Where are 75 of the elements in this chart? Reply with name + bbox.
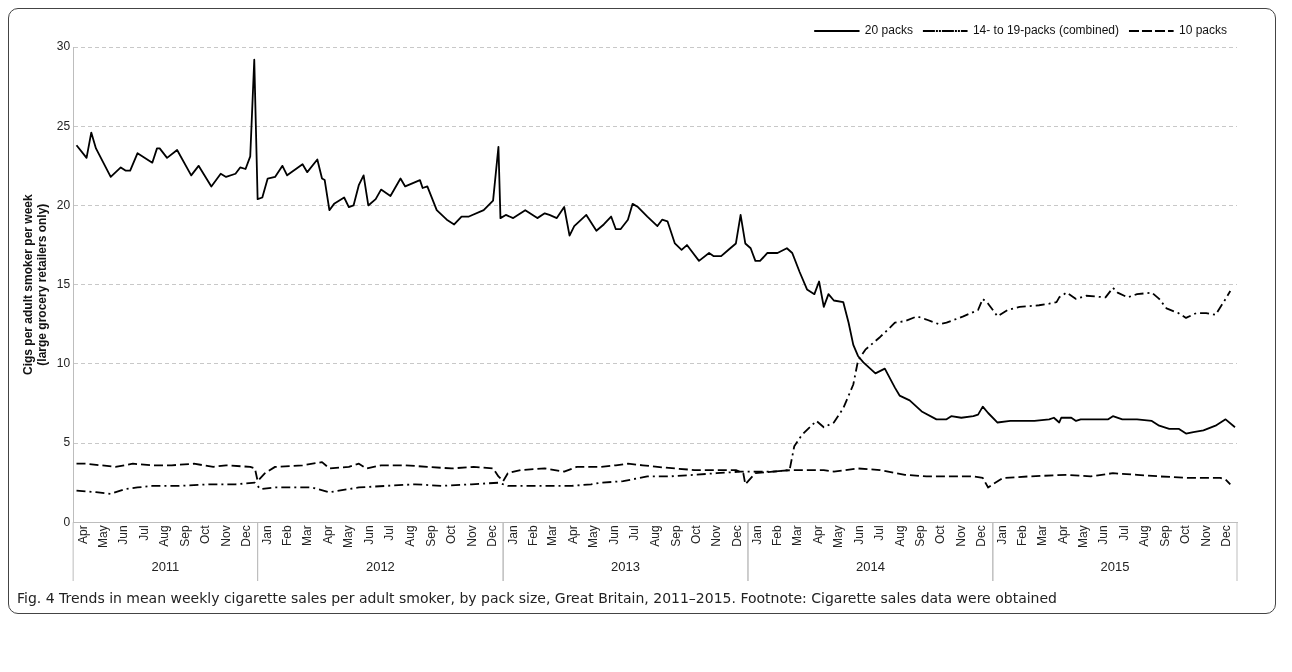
x-tick-label: Apr — [565, 525, 580, 545]
x-tick-label: Oct — [1178, 524, 1193, 544]
x-tick-label: Sep — [668, 525, 683, 547]
y-tick-label: 25 — [56, 118, 71, 133]
legend-label: 20 packs — [864, 23, 913, 38]
x-tick-label: Nov — [1199, 525, 1214, 547]
text: 2013 — [611, 558, 641, 574]
x-tick-label: Apr — [75, 525, 90, 545]
x-tick-label: Aug — [157, 525, 172, 547]
x-tick-label: Nov — [954, 525, 969, 547]
text: 2014 — [855, 558, 885, 574]
x-tick-label: Jul — [136, 525, 151, 541]
x-tick-label: Jun — [116, 525, 131, 545]
x-tick-label: Jun — [361, 525, 376, 545]
y-tick-label: 10 — [56, 356, 71, 371]
x-tick-label: Apr — [1055, 525, 1070, 545]
x-tick-label: May — [95, 525, 110, 548]
x-tick-label: Dec — [484, 525, 499, 547]
y-tick-label: 15 — [56, 276, 71, 291]
x-tick-label: Sep — [1158, 525, 1173, 547]
x-tick-label: May — [586, 525, 601, 548]
y-tick-label: 5 — [63, 435, 71, 450]
x-tick-label: Aug — [402, 525, 417, 547]
x-tick-label: Dec — [1219, 525, 1234, 547]
x-tick-label: Jan — [750, 525, 765, 545]
x-tick-label: Jul — [626, 525, 641, 541]
text: Fig. 4 Trends in mean weekly cigarette sales per adult smoker, by pack size, Great Britain, 2011–2015. — [17, 590, 736, 606]
x-tick-label: Sep — [178, 525, 193, 547]
y-tick-label: 0 — [63, 514, 71, 529]
x-tick-label: Feb — [1015, 525, 1030, 547]
x-tick-label: May — [830, 525, 845, 548]
x-tick-label: Jun — [1096, 525, 1111, 545]
x-tick-label: Oct — [443, 524, 458, 544]
x-tick-label: Jul — [382, 525, 397, 541]
x-tick-label: May — [1075, 525, 1090, 548]
x-tick-label: Apr — [810, 525, 825, 545]
x-tick-label: Mar — [1034, 525, 1049, 546]
y-tick-label: 30 — [56, 39, 71, 54]
x-tick-label: Nov — [464, 525, 479, 547]
x-tick-label: Oct — [198, 524, 213, 544]
legend-label: 10 packs — [1178, 23, 1227, 38]
x-tick-label: Jul — [871, 525, 886, 541]
x-tick-label: Sep — [423, 525, 438, 547]
y-axis-title: Cigs per adult smoker per week (large grocery retailers only) — [20, 193, 49, 376]
x-tick-label: Jan — [259, 525, 274, 545]
x-tick-label: Jan — [505, 525, 520, 545]
x-tick-label: Jul — [1116, 525, 1131, 541]
x-tick-label: Oct — [933, 524, 948, 544]
x-tick-label: Dec — [729, 525, 744, 547]
x-tick-label: Feb — [770, 525, 785, 547]
text: Footnote: Cigarette sales data were obtained — [740, 590, 1057, 606]
x-tick-label: Aug — [647, 525, 662, 547]
text: 2015 — [1100, 558, 1130, 574]
x-tick-label: Dec — [239, 525, 254, 547]
x-tick-label: Jun — [851, 525, 866, 545]
legend-label: 14- to 19-packs (combined) — [972, 23, 1119, 38]
text: 2011 — [151, 558, 180, 574]
x-tick-label: Dec — [974, 525, 989, 547]
x-tick-label: Mar — [789, 525, 804, 546]
x-tick-label: Aug — [1137, 525, 1152, 547]
x-tick-label: Aug — [892, 525, 907, 547]
x-tick-label: Sep — [913, 525, 928, 547]
text: 2012 — [365, 558, 395, 574]
x-tick-label: Oct — [688, 524, 703, 544]
x-tick-label: Nov — [709, 525, 724, 547]
x-tick-label: Feb — [280, 525, 295, 547]
x-tick-label: May — [341, 525, 356, 548]
x-tick-label: Jan — [995, 525, 1010, 545]
x-tick-label: Feb — [525, 525, 540, 547]
x-tick-label: Nov — [219, 525, 234, 547]
x-tick-label: Mar — [300, 525, 315, 546]
x-tick-label: Apr — [321, 525, 336, 545]
x-tick-label: Jun — [606, 525, 621, 545]
x-tick-label: Mar — [545, 525, 560, 546]
y-tick-label: 20 — [56, 197, 71, 212]
